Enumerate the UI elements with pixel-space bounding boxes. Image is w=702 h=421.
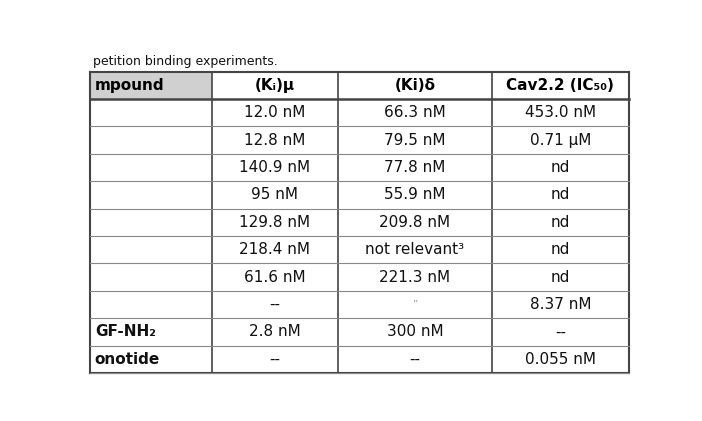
Bar: [491, 72, 629, 99]
Text: 12.0 nM: 12.0 nM: [244, 105, 305, 120]
Text: 77.8 nM: 77.8 nM: [384, 160, 446, 175]
Text: --: --: [409, 352, 420, 367]
Text: ’’: ’’: [412, 300, 418, 309]
Text: 209.8 nM: 209.8 nM: [379, 215, 451, 230]
Text: 221.3 nM: 221.3 nM: [379, 269, 451, 285]
Text: 129.8 nM: 129.8 nM: [239, 215, 310, 230]
Text: 300 nM: 300 nM: [387, 325, 443, 339]
Text: 66.3 nM: 66.3 nM: [384, 105, 446, 120]
Text: nd: nd: [551, 160, 570, 175]
Bar: [91, 72, 212, 99]
Text: (Ki)δ: (Ki)δ: [395, 78, 435, 93]
Text: GF-NH₂: GF-NH₂: [95, 325, 156, 339]
Text: 2.8 nM: 2.8 nM: [249, 325, 301, 339]
Text: 95 nM: 95 nM: [251, 187, 298, 203]
Text: --: --: [270, 297, 280, 312]
Text: 218.4 nM: 218.4 nM: [239, 242, 310, 257]
Bar: [338, 72, 491, 99]
Text: 0.055 nM: 0.055 nM: [525, 352, 596, 367]
Text: nd: nd: [551, 242, 570, 257]
Text: 79.5 nM: 79.5 nM: [384, 133, 446, 148]
Text: onotide: onotide: [95, 352, 160, 367]
Text: 140.9 nM: 140.9 nM: [239, 160, 310, 175]
Text: --: --: [270, 352, 280, 367]
Text: (Kᵢ)µ: (Kᵢ)µ: [255, 78, 295, 93]
Text: --: --: [555, 325, 566, 339]
Text: mpound: mpound: [95, 78, 164, 93]
Text: nd: nd: [551, 187, 570, 203]
Text: nd: nd: [551, 215, 570, 230]
Text: 12.8 nM: 12.8 nM: [244, 133, 305, 148]
Text: nd: nd: [551, 269, 570, 285]
Text: Cav2.2 (IC₅₀): Cav2.2 (IC₅₀): [506, 78, 614, 93]
Text: 453.0 nM: 453.0 nM: [525, 105, 596, 120]
Text: not relevant³: not relevant³: [366, 242, 465, 257]
Text: 55.9 nM: 55.9 nM: [384, 187, 446, 203]
Text: 61.6 nM: 61.6 nM: [244, 269, 306, 285]
Bar: [212, 72, 338, 99]
Text: petition binding experiments.: petition binding experiments.: [93, 56, 278, 68]
Text: 0.71 μM: 0.71 μM: [530, 133, 591, 148]
Text: 8.37 nM: 8.37 nM: [529, 297, 591, 312]
